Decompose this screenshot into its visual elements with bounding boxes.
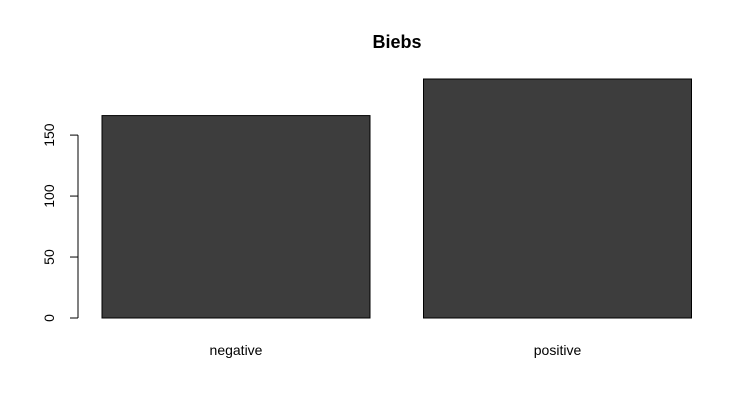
x-tick-label: positive	[534, 342, 582, 358]
chart-title: Biebs	[372, 32, 421, 52]
bars	[101, 78, 692, 319]
y-tick-label: 100	[41, 184, 57, 208]
x-axis-labels: negative positive	[210, 342, 582, 358]
bar-positive	[423, 78, 692, 319]
y-axis: 0 50 100 150	[41, 123, 79, 322]
y-tick-label: 150	[41, 123, 57, 147]
y-tick-label: 50	[41, 249, 57, 265]
bar-negative	[101, 115, 371, 319]
y-tick-label: 0	[41, 314, 57, 322]
x-tick-label: negative	[210, 342, 263, 358]
